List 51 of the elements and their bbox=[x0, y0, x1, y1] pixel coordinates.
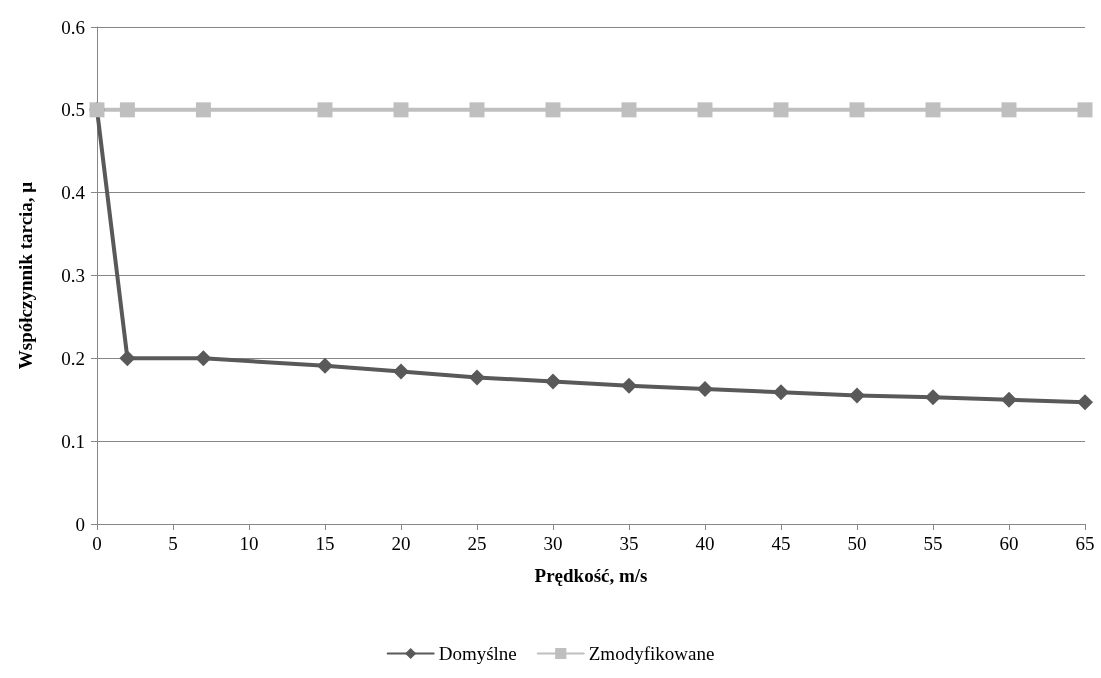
point bbox=[545, 373, 561, 390]
x-tick-label: 5 bbox=[168, 533, 178, 554]
point bbox=[317, 102, 333, 118]
point bbox=[1077, 102, 1093, 118]
point bbox=[393, 363, 409, 380]
x-tick-label: 60 bbox=[999, 533, 1019, 554]
x-tick-label: 50 bbox=[847, 533, 867, 554]
x-tick-label: 30 bbox=[543, 533, 563, 554]
point bbox=[925, 389, 941, 406]
y-tick-label: 0.6 bbox=[61, 16, 85, 38]
point bbox=[119, 102, 135, 118]
point bbox=[317, 357, 333, 374]
legend-label: Zmodyfikowane bbox=[588, 643, 715, 664]
x-tick-label: 25 bbox=[467, 533, 487, 554]
y-tick-label: 0.2 bbox=[61, 347, 85, 369]
x-tick-label: 35 bbox=[619, 533, 639, 554]
point bbox=[1001, 102, 1017, 118]
point bbox=[773, 102, 789, 118]
y-tick-label: 0.1 bbox=[61, 430, 85, 452]
x-axis-title: Prędkość, m/s bbox=[534, 565, 648, 586]
y-tick-label: 0.4 bbox=[61, 182, 86, 204]
point bbox=[697, 380, 713, 397]
y-tick-label: 0 bbox=[75, 513, 85, 535]
point bbox=[621, 377, 637, 394]
legend-label: Domyślne bbox=[438, 643, 517, 664]
x-tick-label: 15 bbox=[315, 533, 335, 554]
point bbox=[1077, 394, 1093, 411]
x-tick-label: 45 bbox=[771, 533, 791, 554]
x-tick-label: 40 bbox=[695, 533, 715, 554]
point bbox=[773, 384, 789, 401]
point bbox=[469, 102, 485, 118]
point bbox=[925, 102, 941, 118]
point bbox=[849, 102, 865, 118]
x-tick-label: 0 bbox=[92, 533, 102, 554]
y-tick-label: 0.3 bbox=[61, 265, 85, 286]
point bbox=[621, 102, 637, 118]
y-tick-label: 0.5 bbox=[61, 99, 85, 121]
x-tick-label: 65 bbox=[1075, 533, 1095, 554]
x-tick-label: 20 bbox=[391, 533, 411, 554]
point bbox=[697, 102, 713, 118]
point bbox=[545, 102, 561, 118]
x-tick-label: 10 bbox=[239, 533, 259, 554]
point bbox=[1001, 391, 1017, 408]
point bbox=[393, 102, 409, 118]
y-axis-title: Współczynnik tarcia, μ bbox=[15, 181, 36, 370]
point bbox=[119, 350, 136, 367]
point bbox=[195, 102, 211, 118]
x-tick-label: 55 bbox=[923, 533, 943, 554]
point bbox=[469, 369, 485, 386]
point bbox=[195, 350, 212, 367]
point bbox=[849, 387, 865, 404]
